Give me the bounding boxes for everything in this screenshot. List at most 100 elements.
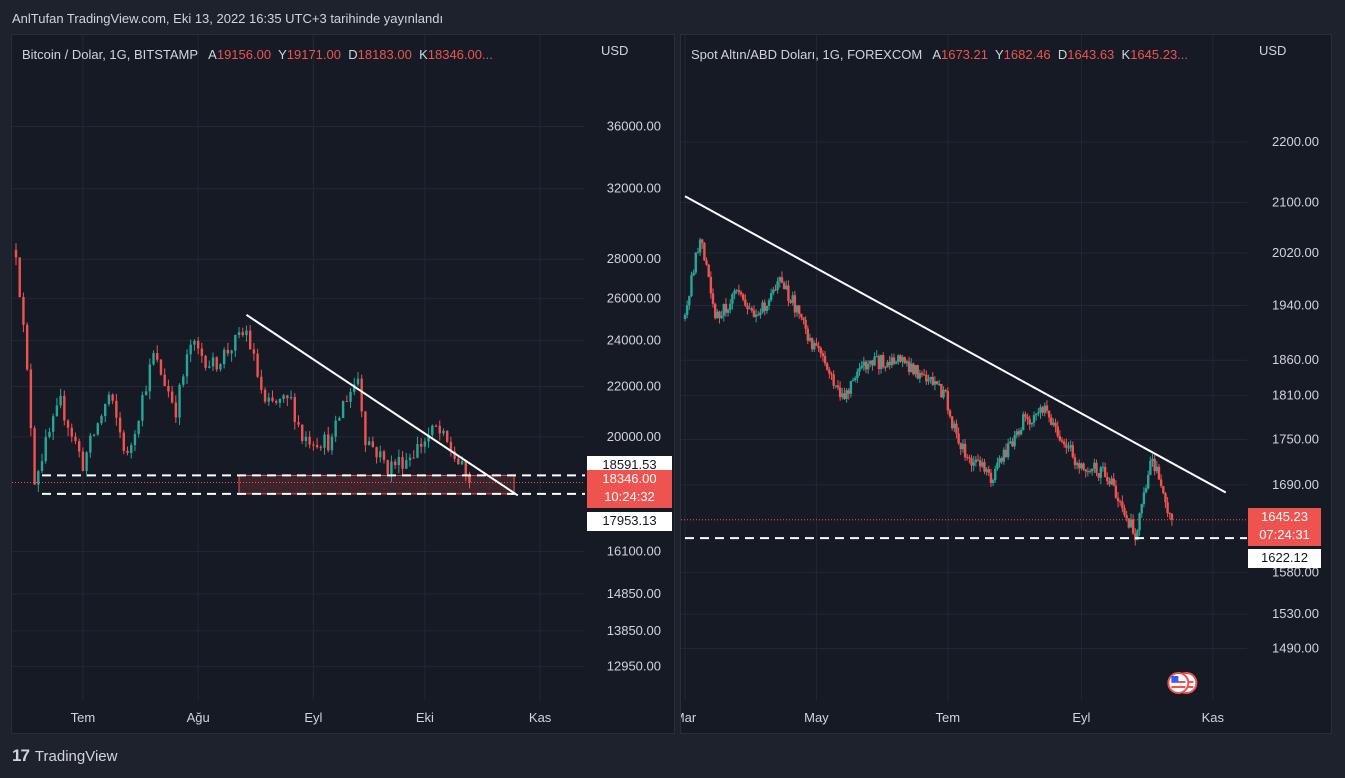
candle-body xyxy=(1050,417,1053,425)
bitcoin-chart-panel[interactable]: 36000.00 32000.00 28000.00 26000.00 24000.00… xyxy=(11,34,675,734)
candle-body xyxy=(810,338,814,350)
candle-body xyxy=(735,290,738,292)
candle-body xyxy=(260,376,263,390)
resistance-trendline xyxy=(684,195,1227,494)
level-price-tag: 18591.53 xyxy=(587,455,672,475)
candle-body xyxy=(356,378,360,385)
candle-body xyxy=(148,364,152,392)
price-tick-label: 1530.00 xyxy=(1272,606,1319,621)
candle-body xyxy=(1009,441,1012,444)
candle-body xyxy=(1037,412,1040,414)
candle-body xyxy=(445,430,449,442)
candle-body xyxy=(1118,501,1122,503)
candle-body xyxy=(427,435,430,442)
candle-body xyxy=(998,458,1001,463)
candle-body xyxy=(991,479,995,483)
candle-body xyxy=(968,457,971,459)
candle-body xyxy=(845,390,848,399)
candle-body xyxy=(860,365,863,369)
candle-body xyxy=(694,252,697,273)
candle-body xyxy=(989,472,993,483)
candle-body xyxy=(1082,463,1085,470)
candle-body xyxy=(946,391,950,411)
candle-body xyxy=(1088,471,1092,473)
candle-body xyxy=(785,285,788,290)
candle-body xyxy=(371,441,375,448)
candle-body xyxy=(286,395,289,399)
price-tick-label: 14850.00 xyxy=(607,586,661,601)
candle-body xyxy=(341,401,345,419)
candle-body xyxy=(729,303,732,310)
open-value: 19156.00 xyxy=(216,47,272,62)
candle-body xyxy=(1084,469,1087,472)
time-tick-label: Eyl xyxy=(304,710,322,725)
candle-body xyxy=(1011,441,1014,447)
candle-body xyxy=(1127,518,1131,528)
candle-body xyxy=(1047,410,1051,418)
low-value: 1643.63 xyxy=(1067,47,1115,62)
candle-body xyxy=(823,355,827,364)
candle-body xyxy=(739,291,743,295)
candle-body xyxy=(189,344,192,355)
candle-body xyxy=(769,293,773,301)
candle-body xyxy=(1153,458,1156,472)
level-price-tag: 17953.13 xyxy=(587,512,672,532)
bitcoin-chart-canvas[interactable]: 36000.00 32000.00 28000.00 26000.00 24000.00… xyxy=(12,35,675,734)
open-key: A xyxy=(932,47,941,62)
candle-body xyxy=(856,371,859,379)
candle-body xyxy=(1129,519,1133,528)
gold-chart-panel[interactable]: 2200.00 2100.00 2020.00 1940.00 1860.00 1810.… xyxy=(680,34,1332,734)
candle-body xyxy=(115,400,118,418)
candle-body xyxy=(267,397,270,402)
candle-body xyxy=(196,340,200,349)
price-tag-countdown: 07:24:31 xyxy=(1259,526,1310,542)
candle-body xyxy=(118,417,122,433)
candle-body xyxy=(938,383,941,385)
candle-body xyxy=(460,460,464,465)
candle-body xyxy=(899,355,902,362)
candle-body xyxy=(312,444,315,446)
candle-body xyxy=(884,367,887,369)
candle-body xyxy=(981,462,984,467)
candle-body xyxy=(940,383,943,398)
candle-body xyxy=(289,397,293,399)
candle-body xyxy=(1123,508,1126,516)
candle-body xyxy=(800,313,803,318)
price-tick-label: 28000.00 xyxy=(607,251,661,266)
tradingview-footer[interactable]: 17 TradingView xyxy=(12,746,117,766)
candle-body xyxy=(720,315,723,319)
candle-body xyxy=(55,405,59,417)
candle-body xyxy=(948,410,952,417)
candle-body xyxy=(367,441,371,446)
candle-body xyxy=(983,462,986,472)
candle-body xyxy=(733,290,736,295)
price-tick-label: 22000.00 xyxy=(607,379,661,394)
candle-body xyxy=(778,277,781,282)
candle-body xyxy=(703,243,706,261)
candle-body xyxy=(1000,458,1003,462)
candle-body xyxy=(315,445,319,448)
candle-body xyxy=(912,363,915,375)
price-tick-label: 32000.00 xyxy=(607,181,661,196)
candle-body xyxy=(66,420,70,428)
gold-chart-canvas[interactable]: 2200.00 2100.00 2020.00 1940.00 1860.00 1810.… xyxy=(681,35,1332,734)
candle-body xyxy=(178,384,181,418)
candle-body xyxy=(256,353,259,377)
candle-body xyxy=(419,443,423,447)
candle-body xyxy=(1090,468,1094,472)
candle-body xyxy=(1058,436,1062,441)
candle-body xyxy=(293,397,296,423)
candle-body xyxy=(985,469,988,472)
candle-body xyxy=(698,239,702,253)
price-tag-countdown: 10:24:32 xyxy=(604,489,655,505)
support-zone xyxy=(238,474,515,495)
candle-body xyxy=(815,343,818,346)
candle-body xyxy=(819,347,822,354)
resistance-trendline xyxy=(245,314,519,497)
candle-body xyxy=(1097,473,1100,478)
price-tick-label: 1860.00 xyxy=(1272,352,1319,367)
candle-body xyxy=(1006,443,1010,458)
candle-body xyxy=(1043,405,1046,413)
candle-body xyxy=(122,432,125,451)
candle-body xyxy=(787,285,790,301)
